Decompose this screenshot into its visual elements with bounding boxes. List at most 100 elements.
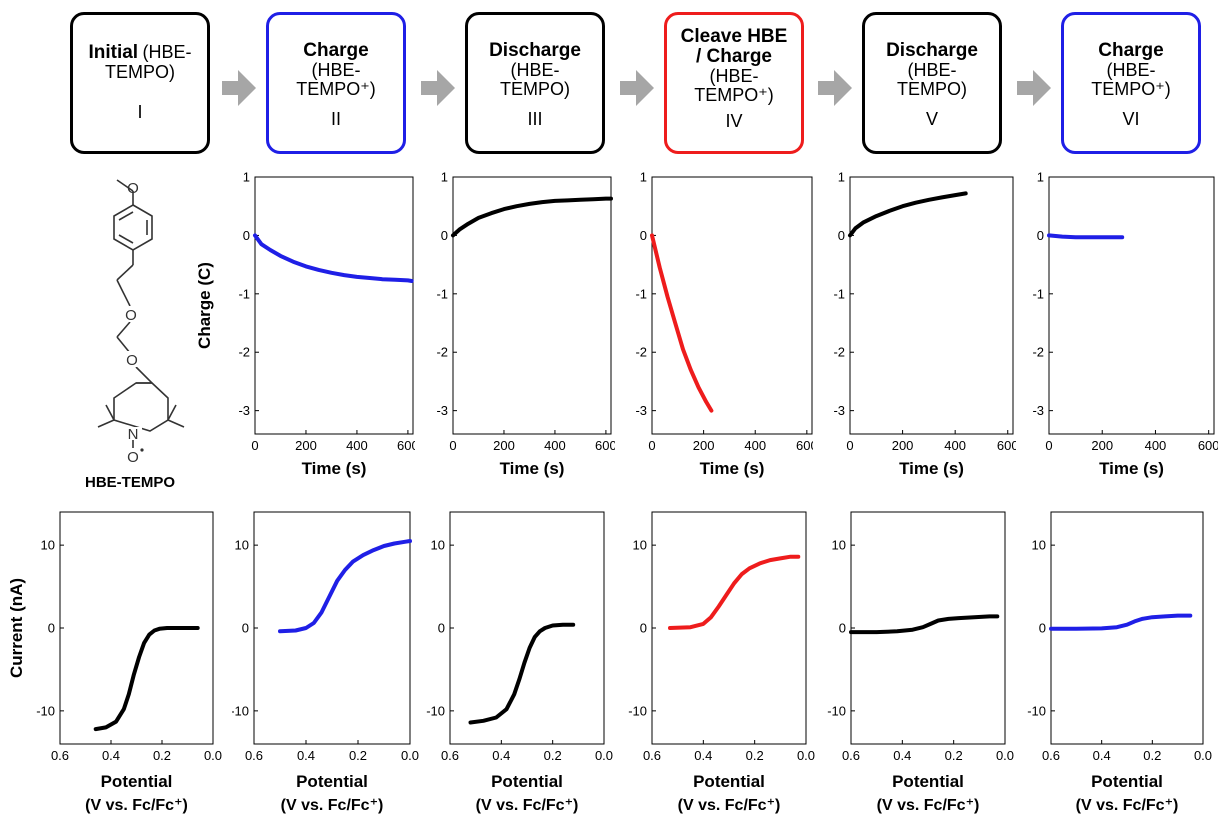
- x-tick-label: 0.6: [245, 748, 263, 763]
- x-axis-label-units: (V vs. Fc/Fc⁺): [85, 797, 188, 814]
- y-tick-label: 10: [1032, 538, 1046, 553]
- step-1-title: Initial: [88, 42, 139, 63]
- step-2-sub2: TEMPO⁺): [296, 79, 376, 99]
- x-tick-label: 0.2: [153, 748, 171, 763]
- step-box-6: Charge (HBE- TEMPO⁺) VI: [1061, 12, 1201, 154]
- chart-charge-V: 1 0 -1 -2 -3 0 200 400 600 Time (s): [833, 170, 1016, 479]
- y-axis-label: Charge (C): [195, 262, 214, 349]
- step-arrow-1-icon: [222, 70, 256, 106]
- x-tick-label: 200: [1091, 438, 1113, 453]
- step-arrow-4-icon: [818, 70, 852, 106]
- chart-cv-II: 10 0 -10 0.6 0.4 0.2 0.0 Potential (V vs. Fc/Fc⁺…: [232, 511, 419, 814]
- chart-cv-I: 10 0 -10 0.6 0.4 0.2 0.0 Potential (V vs. Fc/Fc⁺…: [7, 511, 222, 814]
- y-tick-label: -3: [436, 403, 448, 418]
- y-tick-label: 0: [640, 621, 647, 636]
- chart-cv-V: 10 0 -10 0.6 0.4 0.2 0.0 Potential (V vs. Fc/Fc⁺…: [827, 511, 1014, 814]
- y-tick-label: -3: [833, 403, 845, 418]
- data-line: [849, 614, 1000, 635]
- step-1-inline-sub: (HBE-: [142, 42, 192, 62]
- plot-frame: [849, 176, 1014, 435]
- y-tick-label: 0: [243, 228, 250, 243]
- atom-n: N: [128, 426, 139, 443]
- x-tick-label: 0.6: [441, 748, 459, 763]
- data-line: [650, 233, 714, 413]
- x-axis-label: Time (s): [1099, 459, 1164, 478]
- data-line: [451, 196, 613, 238]
- x-tick-label: 0.0: [996, 748, 1014, 763]
- step-6-sub2: TEMPO⁺): [1091, 79, 1171, 99]
- x-tick-label: 0.2: [544, 748, 562, 763]
- x-tick-label: 400: [944, 438, 966, 453]
- x-tick-label: 0.2: [746, 748, 764, 763]
- x-axis-label: Time (s): [899, 459, 964, 478]
- x-tick-label: 0.4: [492, 748, 510, 763]
- step-5-sub2: TEMPO): [897, 79, 967, 99]
- y-tick-label: 10: [633, 538, 647, 553]
- y-tick-label: 0: [48, 621, 55, 636]
- x-tick-label: 200: [892, 438, 914, 453]
- x-tick-label: 600: [1198, 438, 1218, 453]
- step-1-numeral: I: [137, 102, 143, 122]
- x-axis-label-units: (V vs. Fc/Fc⁺): [877, 797, 980, 814]
- y-tick-label: 1: [441, 170, 448, 185]
- x-tick-label: 600: [397, 438, 415, 453]
- step-4-title2: / Charge: [695, 46, 773, 67]
- step-4-numeral: IV: [725, 111, 743, 131]
- step-3-sub1: (HBE-: [510, 60, 560, 80]
- x-tick-label: 200: [493, 438, 515, 453]
- x-tick-label: 0.4: [102, 748, 120, 763]
- chart-charge-II: 1 0 -1 -2 -3 0 200 400 600 Time (s) Charge (C): [195, 170, 415, 479]
- plot-frame: [651, 176, 813, 435]
- x-tick-label: 0.4: [893, 748, 911, 763]
- x-tick-label: 0: [846, 438, 853, 453]
- y-axis-label: Current (nA): [7, 578, 26, 678]
- plot-frame: [449, 511, 605, 745]
- x-tick-label: 0.4: [694, 748, 712, 763]
- step-box-3: Discharge (HBE- TEMPO) III: [465, 12, 605, 154]
- y-tick-label: -2: [1032, 345, 1044, 360]
- x-axis-label-units: (V vs. Fc/Fc⁺): [281, 797, 384, 814]
- chart-charge-III: 1 0 -1 -2 -3 0 200 400 600 Time (s): [436, 170, 615, 479]
- x-axis-label-units: (V vs. Fc/Fc⁺): [1076, 797, 1179, 814]
- atom-o3: O: [126, 352, 138, 369]
- y-tick-label: 1: [838, 170, 845, 185]
- x-axis-label: Time (s): [302, 459, 367, 478]
- step-2-sub1: (HBE-: [311, 60, 361, 80]
- step-4-title: Cleave HBE: [680, 26, 788, 47]
- x-tick-label: 400: [346, 438, 368, 453]
- x-tick-label: 0.6: [1042, 748, 1060, 763]
- step-2-numeral: II: [330, 109, 341, 129]
- hbe-tempo-structure: O O O N O HBE-TEMPO: [85, 179, 185, 491]
- step-5-title: Discharge: [886, 40, 978, 61]
- x-tick-label: 600: [997, 438, 1016, 453]
- y-tick-label: -3: [1032, 403, 1044, 418]
- y-tick-label: 0: [438, 621, 445, 636]
- step-arrow-3-icon: [620, 70, 654, 106]
- step-box-4: Cleave HBE / Charge (HBE- TEMPO⁺) IV: [664, 12, 804, 154]
- radical-dot-icon: [140, 448, 144, 452]
- step-box-2: Charge (HBE- TEMPO⁺) II: [266, 12, 406, 154]
- step-3-title: Discharge: [489, 40, 581, 61]
- y-tick-label: 0: [838, 228, 845, 243]
- atom-o2: O: [125, 307, 137, 324]
- y-tick-label: -1: [635, 286, 647, 301]
- x-tick-label: 0.0: [401, 748, 419, 763]
- y-tick-label: -3: [238, 403, 250, 418]
- structure-bonds: [97, 179, 185, 448]
- plot-frame: [850, 511, 1006, 745]
- y-tick-label: -2: [238, 345, 250, 360]
- y-tick-label: 0: [1039, 621, 1046, 636]
- x-tick-label: 600: [796, 438, 813, 453]
- data-line: [468, 622, 576, 725]
- x-axis-label: Potential: [693, 772, 765, 791]
- step-box-1: Initial (HBE- TEMPO) I: [70, 12, 210, 154]
- step-6-numeral: VI: [1122, 109, 1140, 129]
- x-tick-label: 0.0: [1194, 748, 1212, 763]
- data-line: [668, 554, 801, 630]
- x-axis-label: Time (s): [500, 459, 565, 478]
- y-tick-label: -1: [238, 286, 250, 301]
- y-tick-label: -2: [635, 345, 647, 360]
- x-tick-label: 400: [744, 438, 766, 453]
- step-6-title: Charge: [1098, 40, 1164, 61]
